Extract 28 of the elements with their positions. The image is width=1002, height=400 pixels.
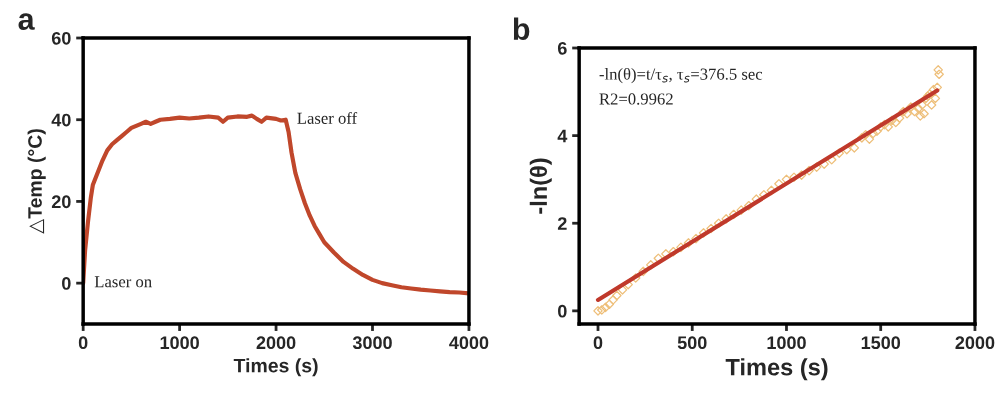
x-tick-label: 1000: [767, 336, 806, 350]
x-tick-label: 500: [677, 336, 707, 350]
annotation: -ln(θ)=t/τ$_{s}$, τ$_{s}$=376.5 sec: [599, 67, 763, 84]
annotation: Laser off: [297, 111, 358, 124]
x-tick-label: 2000: [955, 336, 995, 350]
y-tick-label: 6: [557, 41, 567, 55]
chart-title: b: [513, 17, 530, 40]
y-tick-label: 4: [557, 129, 568, 143]
y-tick-label: 60: [51, 31, 71, 45]
x-axis-title: Times (s): [725, 358, 828, 381]
y-tick-label: 20: [51, 195, 71, 209]
x-tick-label: 1500: [861, 336, 901, 350]
x-tick-label: 3000: [352, 336, 392, 350]
x-axis-title: Times (s): [233, 358, 318, 377]
y-axis-title: -ln(θ): [529, 158, 552, 214]
x-tick-label: 2000: [256, 336, 296, 350]
y-tick-label: 40: [51, 113, 71, 127]
x-tick-label: 1000: [160, 336, 199, 350]
annotation: Laser on: [94, 276, 152, 288]
y-tick-label: 2: [557, 217, 567, 230]
y-axis-title: △Temp (°C): [27, 129, 46, 234]
y-tick-label: 0: [62, 277, 71, 290]
annotation: R2=0.9962: [599, 93, 673, 105]
x-tick-label: 0: [593, 336, 603, 350]
x-tick-label: 0: [78, 336, 88, 350]
chart-title: a: [18, 13, 35, 30]
y-tick-label: 0: [558, 304, 567, 318]
x-tick-label: 4000: [449, 336, 489, 350]
